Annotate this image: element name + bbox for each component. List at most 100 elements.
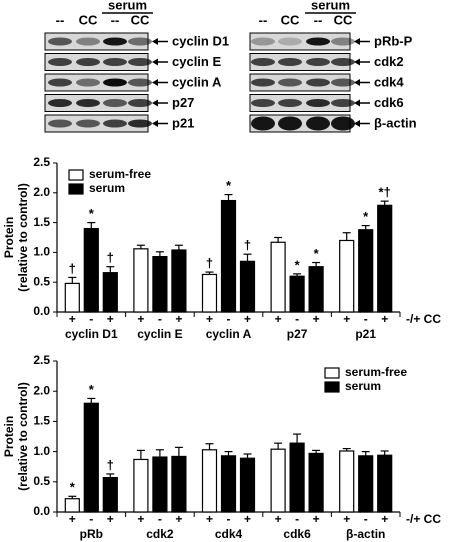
blot-label: cdk2: [374, 54, 404, 69]
blot-label: cyclin E: [172, 54, 221, 69]
bar: [220, 455, 237, 513]
blot-band: [331, 58, 355, 66]
blot-label: pRb-P: [374, 33, 413, 48]
bar: [239, 457, 256, 513]
lane-label: --: [314, 12, 323, 27]
bar: [358, 229, 374, 313]
bar: [133, 248, 149, 313]
y-tick-label: 2.0: [33, 185, 50, 199]
lane-label: CC: [79, 12, 98, 27]
significance-marker: *: [89, 382, 95, 397]
legend-label: serum: [345, 379, 381, 393]
significance-marker: *: [295, 257, 301, 272]
cc-label: +: [107, 312, 114, 326]
blot-band: [331, 37, 355, 46]
significance-marker: *: [226, 178, 232, 193]
bar: [289, 442, 305, 513]
blot-band: [251, 37, 275, 46]
blot-band: [103, 37, 127, 46]
blot-label: p27: [172, 95, 194, 110]
arrow-head: [152, 79, 158, 86]
cc-label: -: [295, 512, 299, 526]
cc-label: +: [175, 312, 182, 326]
blot-band: [331, 78, 355, 87]
significance-marker: †: [69, 261, 76, 276]
blot-band: [128, 37, 152, 46]
cc-label: -: [89, 512, 93, 526]
bar: [152, 255, 168, 313]
blot-label: cdk4: [374, 74, 404, 89]
y-tick-label: 0.5: [33, 274, 50, 288]
blot-band: [76, 78, 100, 87]
cc-label: +: [137, 512, 144, 526]
significance-marker: *: [363, 209, 369, 224]
legend-swatch: [68, 169, 84, 181]
blot-label: cyclin A: [172, 74, 222, 89]
blot-label: β-actin: [374, 115, 417, 130]
blot-band: [76, 37, 100, 46]
blot-band: [128, 58, 152, 66]
x-tick-label: cyclin D1: [65, 327, 118, 341]
bar: [377, 454, 393, 513]
blot-label: cdk6: [374, 95, 404, 110]
significance-marker: †: [244, 238, 251, 253]
cc-label: +: [137, 312, 144, 326]
blot-band: [251, 78, 275, 87]
y-tick-label: 1.5: [33, 215, 50, 229]
blot-band: [278, 58, 302, 66]
y-tick-label: 1.0: [33, 444, 50, 458]
bar: [201, 273, 218, 313]
cc-label: -: [158, 312, 162, 326]
bar: [308, 452, 324, 513]
bar: [171, 455, 187, 513]
blot-band: [278, 37, 302, 46]
blot-band: [103, 99, 127, 107]
arrow-head: [354, 79, 360, 86]
blot-band: [278, 78, 302, 87]
x-tick-label: cyclin E: [137, 327, 182, 341]
bar: [102, 272, 118, 313]
blot-band: [48, 99, 72, 107]
cc-label: -: [89, 312, 93, 326]
bar: [201, 449, 218, 513]
arrow-head: [152, 120, 158, 127]
cc-label: +: [275, 312, 282, 326]
bar: [270, 448, 286, 513]
bar: [83, 402, 99, 513]
blot-band: [331, 116, 355, 131]
y-tick-label: 2.5: [33, 155, 50, 169]
cc-label: +: [313, 312, 320, 326]
x-tick-label: β-actin: [346, 527, 385, 541]
cc-label: -: [295, 312, 299, 326]
arrow-head: [354, 120, 360, 127]
blot-band: [48, 58, 72, 66]
bar: [308, 266, 324, 313]
lane-label: --: [259, 12, 268, 27]
y-axis-label: (relative to control): [16, 183, 30, 292]
legend-label: serum: [89, 181, 125, 195]
significance-marker: *: [70, 480, 76, 495]
blot-band: [331, 99, 355, 107]
significance-marker: *: [89, 206, 95, 221]
bar: [339, 239, 355, 313]
x-tick-label: pRb: [80, 527, 103, 541]
cc-label: +: [381, 312, 388, 326]
y-axis-label: Protein: [2, 217, 16, 258]
lane-label: CC: [131, 12, 150, 27]
cc-label: +: [206, 512, 213, 526]
y-tick-label: 2.5: [33, 353, 50, 367]
lane-label: --: [111, 12, 120, 27]
legend-swatch: [324, 381, 340, 393]
bar: [358, 455, 374, 513]
legend-swatch: [324, 367, 340, 379]
arrow-head: [354, 99, 360, 107]
bar: [220, 199, 237, 313]
blot-band: [76, 58, 100, 66]
bar: [64, 282, 80, 313]
bar: [377, 204, 393, 313]
cc-label: +: [175, 512, 182, 526]
significance-marker: *: [314, 246, 320, 261]
y-axis-label: (relative to control): [16, 382, 30, 491]
x-tick-label: p27: [287, 327, 308, 341]
y-tick-label: 0.0: [33, 504, 50, 518]
